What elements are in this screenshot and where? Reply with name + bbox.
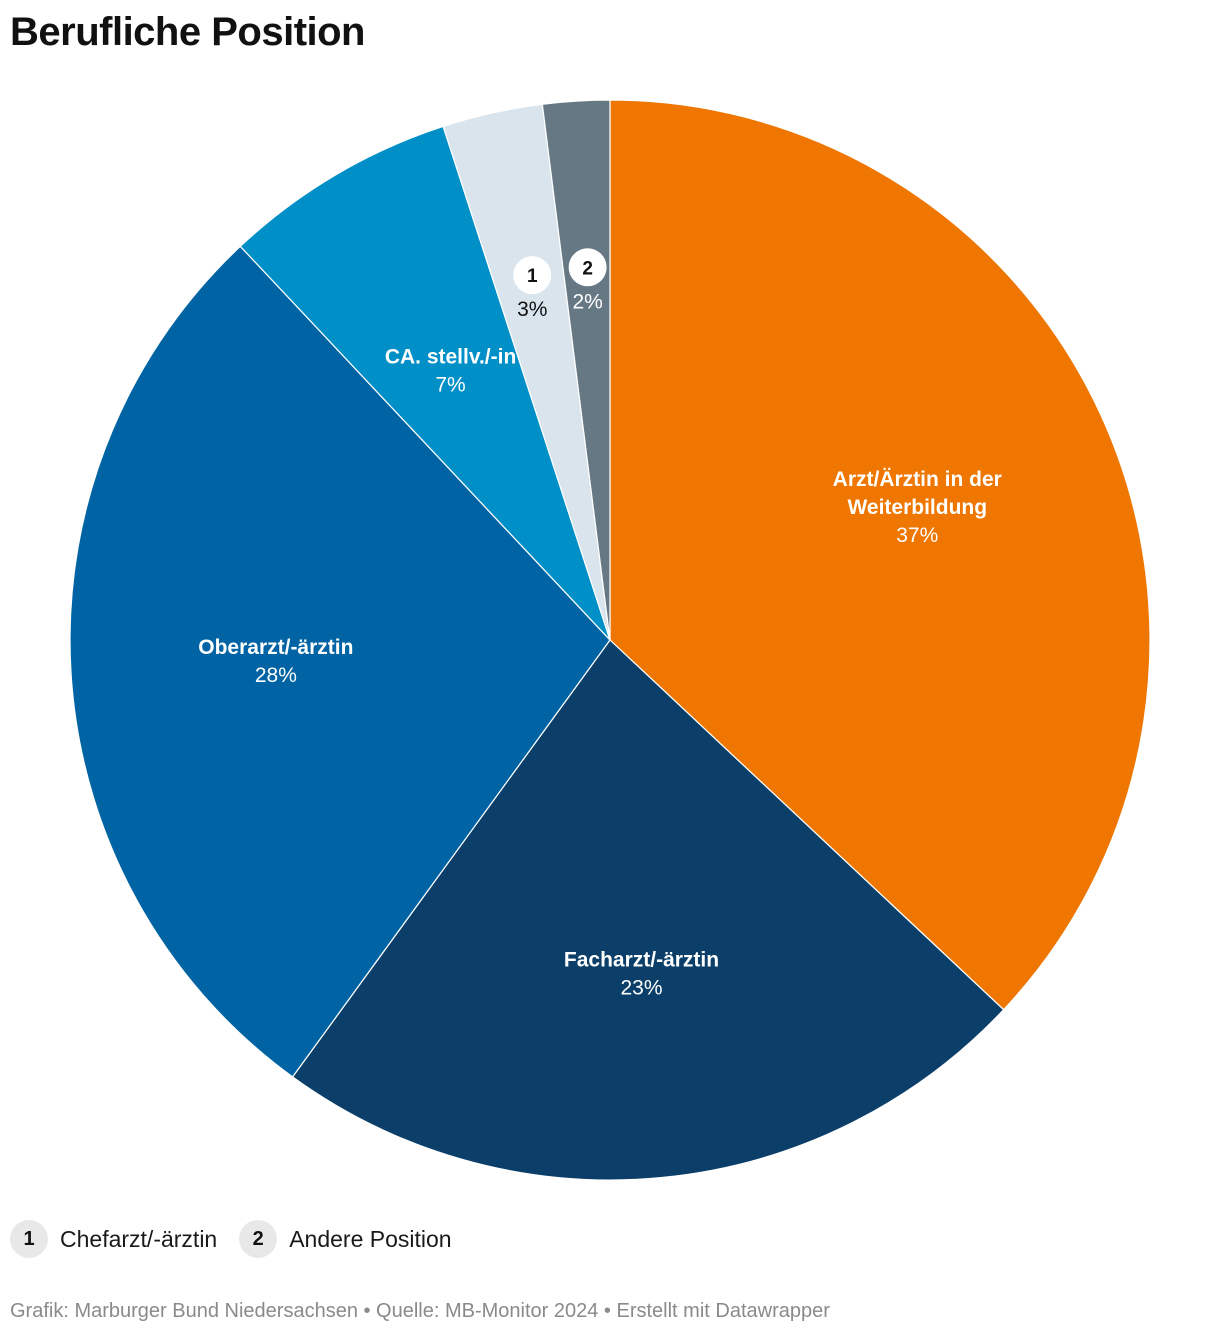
legend-label: Chefarzt/-ärztin [60, 1225, 218, 1252]
legend-label: Andere Position [289, 1225, 452, 1252]
badge-circle [568, 248, 607, 287]
slice-name-label: CA. stellv./-in [385, 345, 516, 368]
legend: 1 Chefarzt/-ärztin 2 Andere Position [10, 1220, 452, 1258]
legend-item-chefarzt: 1 Chefarzt/-ärztin [10, 1220, 217, 1258]
slice-value-label: 23% [620, 976, 662, 999]
slice-name-label: Arzt/Ärztin in der [833, 468, 1002, 491]
slice-value-label: 28% [255, 664, 297, 687]
slice-name-label: Weiterbildung [847, 496, 987, 519]
badge-number: 1 [527, 266, 538, 287]
source-footer: Grafik: Marburger Bund Niedersachsen • Q… [10, 1300, 830, 1322]
legend-badge: 1 [10, 1220, 48, 1258]
pie-slice-ca-stellv-in [239, 125, 611, 641]
badge-circle [513, 256, 552, 295]
legend-badge: 2 [239, 1220, 278, 1258]
pie-slice-andere-position [541, 99, 611, 641]
pie-slice-facharzt-rztin [291, 639, 1005, 1181]
slice-name-label: Facharzt/-ärztin [564, 948, 719, 971]
slice-value-label: 37% [896, 524, 938, 547]
pie-chart: Arzt/Ärztin in der Weiterbildung 37% Fachar… [69, 99, 1151, 1181]
pie-badge-2: 2 2% [568, 248, 607, 313]
pie-badge-1: 1 3% [513, 256, 552, 321]
slice-name-label: Oberarzt/-ärztin [198, 636, 353, 659]
slice-value-label: 2% [572, 290, 602, 313]
badge-number: 2 [582, 258, 593, 279]
chart-title: Berufliche Position [10, 10, 366, 54]
pie-slice-arzt-rztin-in-der-weiterbildung [609, 99, 1151, 1011]
slice-value-label: 3% [517, 298, 547, 321]
slice-value-label: 7% [435, 373, 465, 396]
legend-item-andere: 2 Andere Position [239, 1220, 452, 1258]
pie-slice-oberarzt-rztin [69, 245, 611, 1078]
